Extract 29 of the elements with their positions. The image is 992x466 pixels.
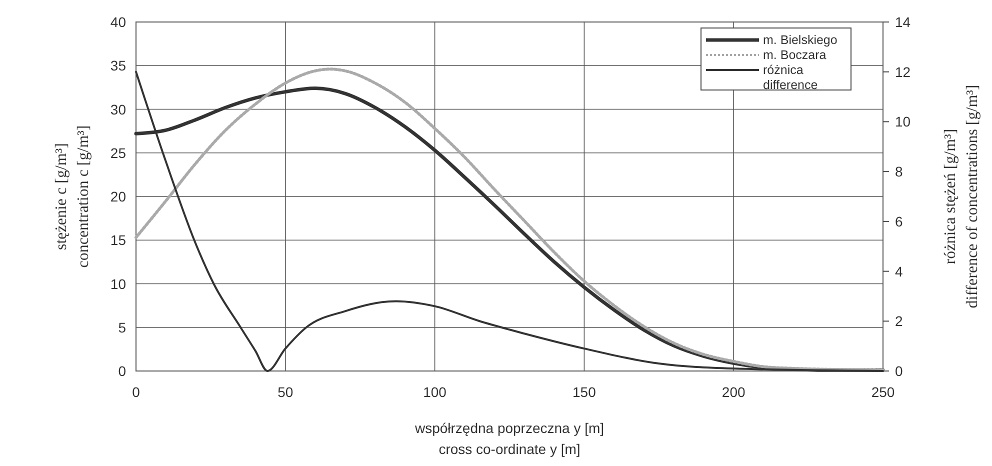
y-tick-label: 35 — [110, 58, 126, 74]
x-tick-label: 50 — [278, 384, 294, 400]
y-tick-label: 10 — [110, 276, 126, 292]
x-tick-label: 150 — [572, 384, 596, 400]
x-tick-label: 0 — [132, 384, 140, 400]
y2-tick-label: 0 — [895, 363, 903, 379]
y-tick-label: 15 — [110, 232, 126, 248]
y2-tick-label: 4 — [895, 263, 903, 280]
x-axis-title: współrzędna poprzeczna y [m] cross co-ordinate y [m] — [414, 420, 604, 457]
x-tick-label: 200 — [722, 384, 746, 400]
y2-axis-title: różnica stężeń [g/m³] difference of concentrations [g/m³] — [942, 84, 981, 308]
legend-label: m. Boczara — [763, 48, 826, 62]
y2-tick-label: 10 — [895, 114, 911, 130]
x-tick-label: 250 — [871, 384, 895, 400]
y2-tick-label: 12 — [895, 64, 911, 80]
y-tick-label: 0 — [118, 363, 126, 379]
y-tick-label: 5 — [118, 319, 126, 336]
y-tick-label: 20 — [110, 188, 126, 204]
y2-tick-label: 8 — [895, 164, 903, 180]
legend-label: m. Bielskiego — [763, 33, 838, 47]
y-axis-title: stężenie c [g/m³] concentration c [g/m³] — [53, 125, 92, 268]
y-tick-label: 30 — [110, 101, 126, 118]
x-tick-label: 100 — [423, 384, 447, 400]
y2-tick-label: 6 — [895, 213, 903, 230]
y2-tick-label: 2 — [895, 313, 903, 330]
legend-label: różnica difference — [763, 63, 818, 92]
y-tick-label: 40 — [110, 14, 126, 30]
y2-tick-label: 14 — [895, 14, 911, 30]
y-tick-label: 25 — [110, 144, 126, 161]
